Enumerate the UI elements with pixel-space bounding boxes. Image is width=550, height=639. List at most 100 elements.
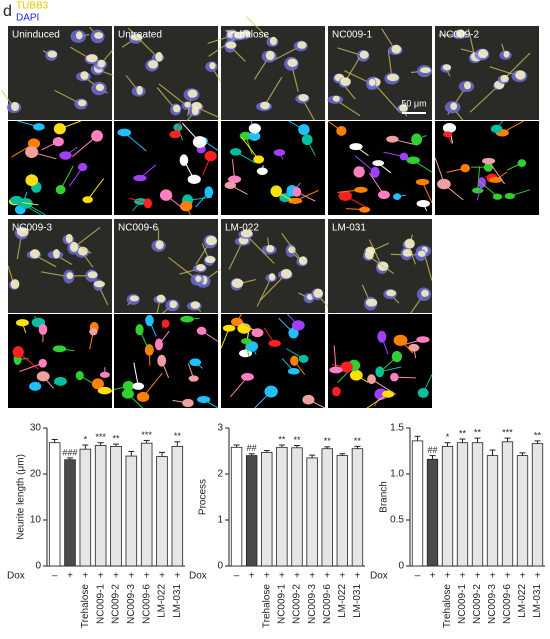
soma (500, 75, 508, 82)
seg-cell (56, 185, 66, 194)
seg-cell (39, 324, 48, 335)
seg-cell (416, 179, 430, 185)
image-label: Trehalose (225, 30, 270, 41)
soma (464, 82, 471, 90)
stain-legend: DAPI (16, 13, 39, 24)
x-tick-label: NC009-3 (487, 584, 498, 624)
soma (360, 51, 369, 59)
soma (266, 245, 274, 253)
significance: * (446, 432, 450, 442)
image-tile: NC009-3 (8, 219, 112, 408)
dox-label: + (249, 571, 255, 582)
dox-label: + (520, 571, 526, 582)
soma (96, 84, 104, 91)
significance: ** (174, 431, 182, 441)
seg-cell (145, 344, 154, 355)
dox-label: + (264, 571, 270, 582)
significance: ** (459, 428, 467, 438)
seg-cell (122, 389, 134, 399)
soma (281, 269, 292, 279)
soma (333, 96, 340, 102)
soma (47, 51, 57, 58)
soma (196, 264, 205, 271)
seg-cell (155, 339, 163, 351)
soma (192, 107, 199, 115)
bar (517, 456, 528, 566)
seg-cell (378, 190, 390, 199)
significance: ## (247, 443, 257, 453)
seg-cell (518, 159, 527, 167)
seg-cell (197, 396, 210, 403)
bar (246, 456, 257, 566)
seg-cell (416, 336, 429, 343)
bar (65, 460, 76, 566)
y-tick-label: 30 (30, 423, 42, 434)
significance: ** (112, 433, 120, 443)
dox-label: + (324, 571, 330, 582)
x-tick-label: NC009-6 (141, 584, 152, 624)
soma (53, 249, 60, 258)
soma (226, 42, 237, 49)
image-tile: NC009-1 (327, 26, 432, 215)
seg-cell (223, 325, 236, 332)
seg-cell (189, 358, 201, 366)
seg-cell (393, 193, 401, 200)
seg-cell (29, 382, 41, 391)
seg-cell (117, 129, 131, 137)
seg-cell (353, 166, 364, 177)
seg-cell (182, 399, 193, 407)
seg-cell (133, 175, 146, 181)
soma (157, 295, 166, 303)
seg-cell (98, 387, 112, 395)
seg-cell (411, 133, 422, 145)
seg-cell (54, 377, 67, 386)
seg-cell (137, 392, 149, 402)
bar (427, 459, 438, 566)
dox-label: + (430, 571, 436, 582)
dox-label: – (415, 571, 421, 582)
x-tick-label: Trehalose (261, 584, 272, 629)
bar (352, 449, 363, 566)
x-tick-label: NC009-2 (111, 584, 122, 624)
seg-cell (349, 143, 362, 150)
seg-cell (271, 185, 282, 197)
dox-label: – (234, 571, 240, 582)
seg-cell (225, 182, 236, 189)
seg-cell (377, 331, 386, 343)
soma (11, 279, 20, 289)
row-label: Dox (370, 571, 388, 582)
soma (232, 279, 244, 288)
seg-cell (443, 123, 456, 133)
soma (70, 242, 78, 252)
seg-cell (350, 370, 363, 381)
soma (188, 89, 198, 97)
seg-cell (53, 137, 64, 146)
seg-cell (332, 387, 341, 396)
soma (266, 51, 275, 60)
soma (297, 41, 306, 49)
significance: ## (427, 445, 437, 455)
seg-cell (241, 373, 254, 381)
seg-cell (10, 196, 23, 205)
seg-cell (302, 134, 313, 145)
bar (111, 446, 122, 566)
seg-cell (145, 315, 154, 326)
y-axis-label: Process (198, 479, 209, 515)
bar (126, 456, 137, 566)
x-tick-label: LM-022 (337, 584, 348, 618)
dox-label: + (159, 571, 165, 582)
seg-cell (157, 355, 166, 367)
soma (387, 74, 399, 81)
seg-cell (82, 196, 92, 203)
soma (478, 49, 488, 58)
soma (155, 52, 162, 62)
bar (487, 456, 498, 566)
seg-cell (76, 371, 84, 380)
significance: *** (95, 432, 106, 442)
seg-cell (162, 320, 170, 328)
seg-cell (268, 340, 280, 347)
seg-cell (193, 136, 207, 148)
seg-cell (25, 146, 38, 158)
seg-cell (299, 355, 309, 363)
